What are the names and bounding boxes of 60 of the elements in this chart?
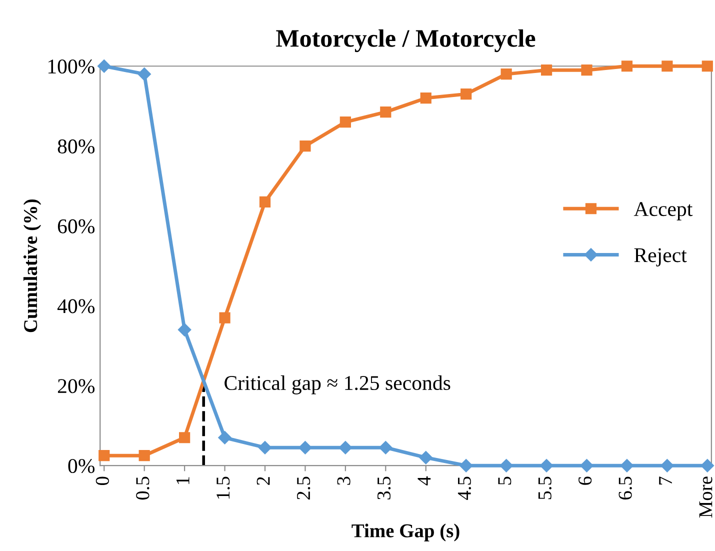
x-axis-title: Time Gap (s) bbox=[352, 524, 460, 542]
point bbox=[98, 450, 110, 462]
point bbox=[258, 441, 272, 454]
point bbox=[580, 459, 594, 472]
x-tick-label: More bbox=[699, 476, 712, 518]
point bbox=[98, 60, 111, 73]
chart-title: Motorcycle / Motorcycle bbox=[276, 29, 536, 52]
annotation: Critical gap ≈ 1.25 seconds bbox=[224, 375, 450, 394]
point bbox=[300, 140, 311, 152]
x-tick-label: 2.5 bbox=[297, 476, 310, 500]
x-tick-label: 6.5 bbox=[618, 476, 632, 500]
x-tick-label: 1.5 bbox=[216, 476, 230, 499]
x-tick-label: 3.5 bbox=[377, 476, 391, 500]
point bbox=[419, 451, 432, 464]
legend-label: Accept bbox=[634, 202, 693, 220]
x-tick-label: 0.5 bbox=[136, 476, 150, 500]
point bbox=[460, 459, 473, 472]
point bbox=[298, 441, 312, 454]
x-tick-label: 4.5 bbox=[458, 476, 472, 500]
x-tick-label: 7 bbox=[659, 476, 672, 484]
x-tick-label: 6 bbox=[578, 476, 592, 485]
y-tick-label: 40% bbox=[57, 299, 95, 314]
x-tick-label: 5 bbox=[498, 476, 512, 485]
y-tick-label: 100% bbox=[48, 59, 95, 74]
point bbox=[500, 459, 513, 472]
y-axis-title: Cumulative (%) bbox=[23, 199, 42, 332]
x-tick-label: 4 bbox=[418, 476, 431, 486]
point bbox=[218, 431, 232, 444]
point bbox=[702, 60, 713, 72]
x-tick-label: 3 bbox=[337, 476, 350, 485]
point bbox=[138, 450, 150, 462]
point bbox=[219, 312, 230, 324]
point bbox=[620, 459, 634, 472]
point bbox=[540, 459, 554, 472]
x-tick-label: 2 bbox=[256, 477, 270, 485]
y-tick-label: 0% bbox=[68, 458, 95, 474]
point bbox=[379, 441, 392, 454]
y-tick-label: 20% bbox=[58, 379, 95, 394]
point bbox=[259, 196, 271, 208]
point bbox=[660, 459, 674, 472]
point bbox=[581, 64, 592, 76]
point bbox=[138, 68, 151, 81]
point bbox=[621, 60, 633, 72]
point bbox=[460, 88, 472, 100]
x-tick-label: 1 bbox=[176, 477, 190, 484]
point bbox=[500, 68, 512, 80]
y-tick-label: 80% bbox=[58, 139, 95, 154]
point bbox=[540, 64, 552, 76]
x-tick-label: 0 bbox=[96, 476, 109, 485]
x-tick-label: 5.5 bbox=[538, 476, 552, 500]
point bbox=[340, 116, 351, 128]
legend-label: Reject bbox=[634, 248, 687, 266]
point bbox=[338, 441, 352, 454]
point bbox=[179, 432, 190, 444]
point bbox=[700, 459, 714, 472]
y-tick-label: 60% bbox=[58, 219, 95, 234]
point bbox=[662, 60, 673, 72]
point bbox=[178, 323, 192, 336]
point bbox=[380, 106, 392, 118]
point bbox=[420, 92, 432, 104]
